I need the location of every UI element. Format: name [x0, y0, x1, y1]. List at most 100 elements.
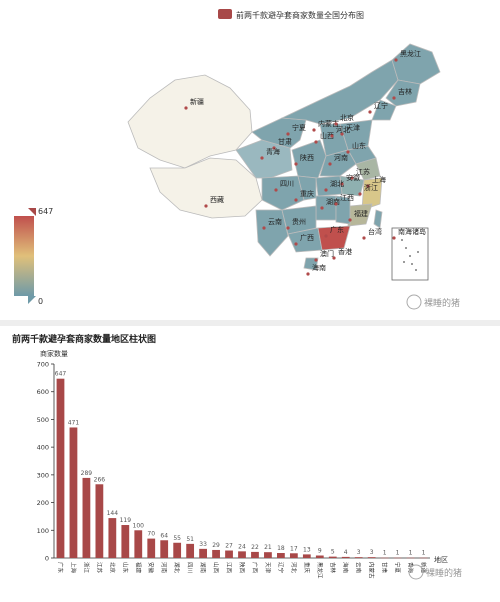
province-marker: [392, 96, 396, 100]
south-china-sea-inset: [391, 227, 429, 281]
bar[interactable]: [69, 427, 78, 558]
bar[interactable]: [225, 550, 233, 558]
bar[interactable]: [328, 556, 337, 558]
province-label: 贵州: [292, 217, 306, 226]
bar-value-label: 1: [383, 550, 387, 557]
visual-map-gradient[interactable]: [14, 216, 34, 296]
bar-value-label: 647: [55, 371, 67, 378]
bar[interactable]: [251, 551, 259, 558]
province-marker: [184, 106, 188, 110]
bar-chart-title: 前两千款避孕套商家数量地区柱状图: [12, 333, 156, 345]
bar[interactable]: [380, 557, 389, 559]
region-jiangxi[interactable]: [335, 195, 351, 225]
bar-value-label: 144: [107, 510, 119, 517]
bar-value-label: 1: [422, 550, 426, 557]
region-guangdong[interactable]: [317, 225, 351, 251]
bar[interactable]: [82, 477, 91, 558]
bar-value-label: 3: [357, 549, 361, 556]
bar[interactable]: [238, 551, 246, 558]
region-tibet[interactable]: [149, 157, 263, 219]
bar[interactable]: [121, 525, 130, 558]
bar[interactable]: [406, 557, 415, 559]
province-label: 四川: [280, 180, 294, 188]
bar[interactable]: [95, 484, 104, 558]
region-sichuan[interactable]: [261, 175, 305, 211]
province-label: 天津: [346, 124, 360, 132]
bar[interactable]: [160, 540, 169, 558]
bar-value-label: 17: [290, 545, 298, 552]
province-marker: [314, 140, 318, 144]
y-tick-label: 0: [45, 555, 49, 563]
province-label: 湖南: [326, 197, 340, 206]
bar[interactable]: [315, 555, 324, 558]
island-dot: [415, 269, 417, 271]
bar-value-label: 24: [238, 543, 246, 550]
region-hubei[interactable]: [315, 175, 343, 197]
province-label: 广东: [330, 225, 344, 234]
x-tick-label: 江苏: [95, 562, 103, 574]
y-tick-label: 100: [37, 527, 49, 535]
visual-map-min-handle[interactable]: [28, 296, 36, 304]
bar[interactable]: [354, 557, 363, 558]
map-legend-label[interactable]: 前两千款避孕套商家数量全国分布图: [236, 10, 364, 20]
region-jiangsu[interactable]: [355, 157, 381, 181]
province-label: 内蒙古: [318, 119, 339, 128]
x-tick-label: 浙江: [82, 562, 90, 574]
visual-map-max-handle[interactable]: [28, 208, 36, 216]
island-dot: [401, 239, 403, 241]
bar[interactable]: [341, 556, 350, 558]
bar-value-label: 51: [186, 536, 194, 543]
region-liaoning[interactable]: [371, 99, 397, 121]
x-tick-label: 吉林: [329, 562, 337, 574]
region-xinjiang[interactable]: [127, 74, 253, 169]
region-hainan[interactable]: [303, 257, 319, 271]
province-label: 陕西: [300, 153, 314, 162]
x-tick-label: 云南: [355, 562, 363, 574]
bar[interactable]: [289, 553, 298, 558]
province-marker: [392, 236, 396, 240]
bar[interactable]: [367, 557, 376, 558]
bar-watermark: 裸睡的猪: [426, 567, 462, 579]
x-tick-label: 湖南: [199, 562, 207, 574]
province-marker: [204, 204, 208, 208]
region-yunnan[interactable]: [255, 209, 289, 257]
province-marker: [346, 150, 350, 154]
visual-map-min-label: 0: [38, 297, 43, 306]
province-marker: [294, 242, 298, 246]
province-marker: [334, 202, 338, 206]
province-marker: [294, 162, 298, 166]
bar[interactable]: [56, 378, 65, 558]
bar[interactable]: [212, 549, 220, 558]
island-dot: [411, 263, 413, 265]
province-label: 广西: [300, 233, 314, 242]
province-marker: [362, 236, 366, 240]
bar-value-label: 100: [133, 522, 145, 529]
china-map: 前两千款避孕套商家数量全国分布图: [14, 9, 460, 310]
province-label: 江苏: [356, 167, 370, 176]
province-label: 云南: [268, 217, 282, 226]
bar[interactable]: [277, 553, 285, 558]
map-legend-swatch[interactable]: [218, 9, 232, 19]
province-marker: [312, 128, 316, 132]
bar[interactable]: [199, 548, 207, 558]
bar[interactable]: [186, 543, 195, 558]
province-marker: [320, 206, 324, 210]
province-label: 安徽: [346, 173, 360, 182]
x-axis-label: 地区: [434, 555, 448, 564]
bar[interactable]: [134, 530, 143, 558]
bar[interactable]: [393, 557, 402, 559]
bar[interactable]: [302, 554, 311, 558]
province-label: 青海: [266, 147, 280, 156]
bar[interactable]: [147, 538, 156, 558]
region-henan[interactable]: [319, 149, 357, 177]
bar[interactable]: [419, 557, 428, 559]
province-marker: [314, 258, 318, 262]
bar[interactable]: [264, 552, 272, 558]
bar[interactable]: [173, 542, 182, 558]
region-chongqing[interactable]: [297, 175, 317, 201]
bar-value-label: 9: [318, 548, 322, 555]
region-taiwan[interactable]: [373, 209, 383, 229]
bar[interactable]: [108, 518, 117, 558]
